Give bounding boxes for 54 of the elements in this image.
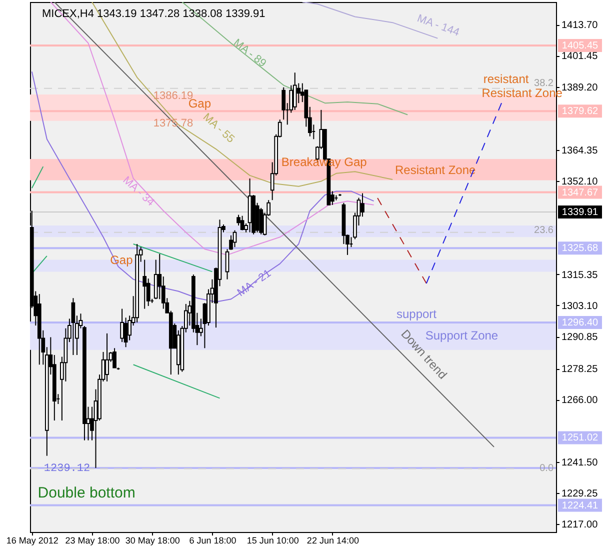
y-tick-label: 1401.45: [562, 51, 598, 62]
ref-line-label: 1224.41: [562, 500, 599, 512]
y-tick-label: 1303.10: [562, 300, 598, 312]
y-tick-label: 1241.50: [562, 457, 598, 468]
annotation: Double bottom: [38, 484, 136, 502]
x-tick-label: 6 Jun 18:00: [189, 536, 236, 546]
x-tick-label: 23 May 18:00: [65, 536, 120, 546]
candlestick: [232, 230, 237, 248]
y-tick-label: 1364.35: [562, 145, 598, 156]
y-tick-label: 1266.00: [562, 395, 598, 406]
ref-line-label: 1325.68: [562, 243, 599, 254]
band-label: Resistant Zone: [394, 162, 476, 177]
text: MA - 89: [231, 36, 268, 70]
x-tick-label: 16 May 2012: [6, 536, 58, 546]
candlestick: [240, 215, 244, 231]
text: MA - 144: [415, 12, 461, 39]
candlestick: [296, 82, 301, 104]
annotation: resistant: [483, 72, 530, 86]
y-tick-label: 1290.85: [562, 332, 598, 344]
ref-line-label: 1339.91: [562, 206, 599, 218]
y-tick-label: 1278.25: [562, 364, 598, 376]
y-tick-label: 1413.70: [562, 20, 598, 32]
ref-line-label: 1239.12: [44, 462, 90, 475]
text: MA - 55: [200, 111, 237, 146]
line-series: [302, 2, 438, 39]
y-tick-label: 1315.35: [562, 270, 598, 281]
candlestick: [120, 308, 124, 343]
y-tick-label: 1217.00: [562, 520, 598, 531]
ref-line-label: 1405.45: [562, 40, 599, 52]
ref-line-label: 1379.62: [562, 106, 599, 118]
annotation: 38.2: [534, 78, 554, 89]
annotation: Gap: [110, 253, 134, 268]
band-label: Support Zone: [425, 328, 498, 343]
annotation: support: [396, 306, 438, 321]
candlestick: [105, 332, 109, 382]
candlestick: [71, 298, 76, 356]
ref-line-label: 1251.02: [562, 432, 599, 444]
x-tick-label: 30 May 18:00: [125, 536, 180, 546]
ref-line-label: 1296.40: [562, 317, 599, 328]
annotation: 0.0: [540, 462, 554, 474]
x-tick-label: 15 Jun 10:00: [246, 536, 299, 546]
candlestick: [282, 86, 286, 120]
x-tick-label: 22 Jun 14:00: [306, 536, 359, 546]
annotation: 23.6: [534, 224, 554, 236]
ref-line-label: 1347.67: [562, 187, 599, 198]
y-tick-label: 1389.20: [562, 82, 598, 94]
candlestick: [360, 192, 364, 218]
line-series: [31, 71, 374, 302]
y-tick-label: 1229.25: [562, 488, 598, 500]
y-tick-label: 1352.10: [562, 176, 598, 188]
candlestick: [112, 348, 116, 368]
candlestick: [142, 259, 147, 310]
candlestick: [292, 72, 297, 110]
candlestick: [259, 207, 263, 235]
